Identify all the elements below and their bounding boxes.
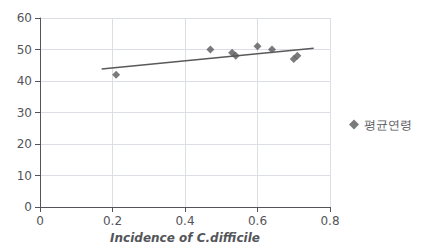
svg-text:0: 0 <box>24 200 32 214</box>
svg-text:0.4: 0.4 <box>175 214 194 228</box>
svg-text:평균연령: 평균연령 <box>364 118 412 132</box>
svg-text:Incidence of C.difficile: Incidence of C.difficile <box>110 231 260 245</box>
svg-text:60: 60 <box>17 11 32 25</box>
svg-text:50: 50 <box>17 43 32 57</box>
svg-text:0: 0 <box>36 214 44 228</box>
svg-text:0.6: 0.6 <box>248 214 267 228</box>
svg-text:0.8: 0.8 <box>320 214 339 228</box>
svg-text:40: 40 <box>17 74 32 88</box>
svg-text:0.2: 0.2 <box>103 214 122 228</box>
svg-text:30: 30 <box>17 106 32 120</box>
svg-text:10: 10 <box>17 169 32 183</box>
svg-text:20: 20 <box>17 137 32 151</box>
